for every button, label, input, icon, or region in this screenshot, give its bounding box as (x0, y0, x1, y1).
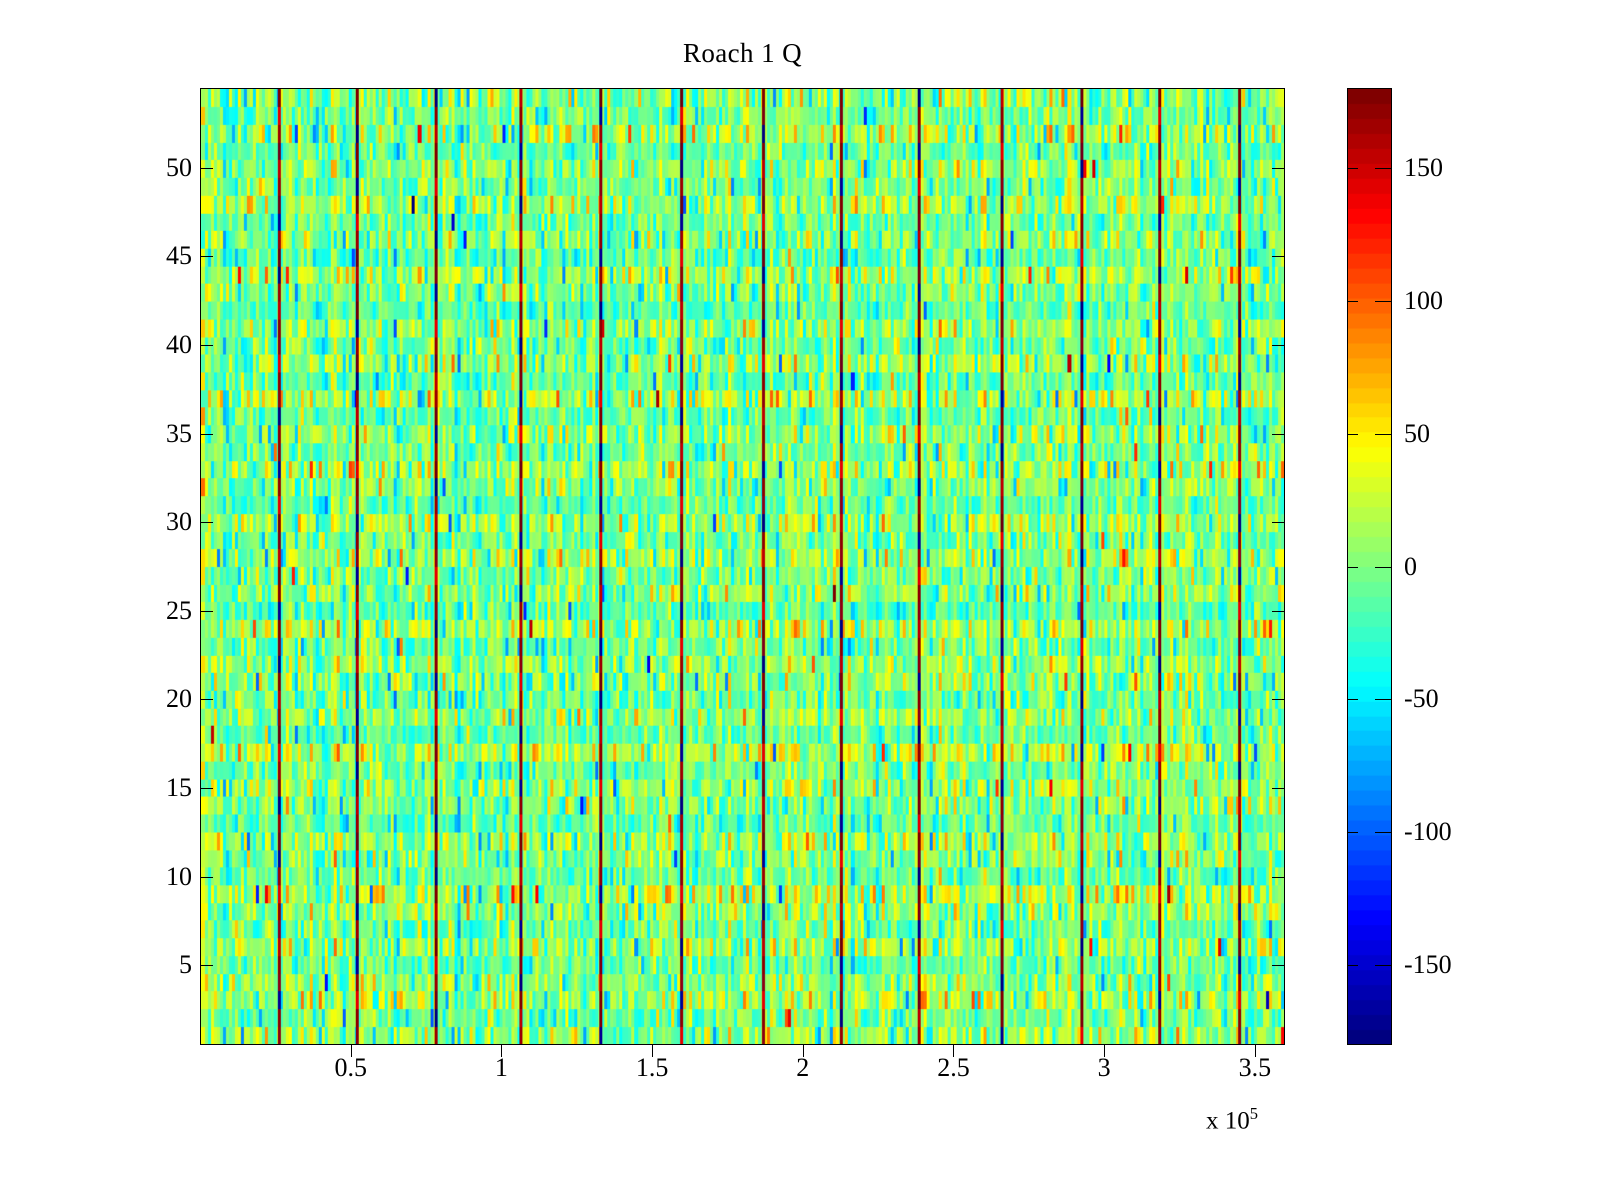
x-axis-tick-mark (1104, 1045, 1106, 1057)
y-axis-tick-label: 25 (166, 595, 192, 625)
x-axis-tick-label: 3 (1097, 1053, 1111, 1082)
colorbar-tick-mark-right (1375, 699, 1391, 701)
y-axis-tick-label: 40 (166, 329, 192, 359)
colorbar-tick-mark-right (1375, 566, 1391, 568)
y-axis-tick-mark-right (1272, 433, 1285, 435)
colorbar-tick-mark-right (1375, 167, 1391, 169)
colorbar-tick-label: -100 (1404, 817, 1452, 847)
y-axis-tick-mark-right (1272, 167, 1285, 169)
y-axis-tick-label: 15 (166, 773, 192, 803)
x-axis-multiplier-exponent: 5 (1249, 1104, 1258, 1123)
y-axis-tick-mark (200, 167, 213, 169)
y-axis-tick-label: 50 (166, 152, 192, 182)
colorbar-tick-mark-right (1375, 832, 1391, 834)
x-axis-tick-mark (1254, 1045, 1256, 1057)
x-axis-tick-mark (501, 1045, 503, 1057)
y-axis-tick-label: 10 (166, 861, 192, 891)
y-axis-tick-mark (200, 876, 213, 878)
y-axis-tick-mark (200, 610, 213, 612)
colorbar-tick-mark-left (1347, 566, 1358, 568)
heatmap-image (201, 89, 1284, 1044)
y-axis-tick-mark (200, 965, 213, 967)
y-axis-tick-mark-right (1272, 610, 1285, 612)
x-axis-tick-label: 0.5 (334, 1053, 367, 1082)
colorbar-tick-mark-left (1347, 433, 1358, 435)
x-axis-tick-label: 2 (796, 1053, 810, 1082)
x-axis-tick-mark (953, 1045, 955, 1057)
y-axis-tick-label: 20 (166, 684, 192, 714)
colorbar-tick-label: 0 (1404, 551, 1417, 581)
colorbar-tick-label: -150 (1404, 950, 1452, 980)
y-axis-tick-mark (200, 433, 213, 435)
y-axis-tick-mark (200, 256, 213, 258)
y-axis-tick-mark-right (1272, 965, 1285, 967)
y-axis-tick-label: 5 (179, 950, 192, 980)
x-axis-tick-label: 3.5 (1238, 1053, 1272, 1082)
y-axis-tick-mark-right (1272, 876, 1285, 878)
colorbar-tick-mark-left (1347, 965, 1358, 967)
x-axis-multiplier-prefix: x 10 (1206, 1107, 1250, 1135)
x-axis-tick-label: 2.5 (937, 1053, 970, 1082)
x-axis-tick-mark (802, 1045, 804, 1057)
y-axis-tick-mark-right (1272, 256, 1285, 258)
colorbar-tick-mark-left (1347, 832, 1358, 834)
y-axis-tick-mark (200, 699, 213, 701)
x-axis-tick-mark (350, 1045, 352, 1057)
heatmap-axes[interactable] (200, 88, 1285, 1045)
y-axis-tick-label: 35 (166, 418, 192, 448)
y-axis-tick-label: 45 (166, 241, 192, 271)
colorbar-tick-label: 100 (1404, 285, 1443, 315)
y-axis-tick-mark-right (1272, 522, 1285, 524)
y-axis-tick-mark (200, 788, 213, 790)
page-title: Roach 1 Q (682, 38, 803, 68)
y-axis-tick-mark-right (1272, 344, 1285, 346)
x-axis-tick-label: 1 (494, 1053, 508, 1082)
y-axis-tick-mark (200, 522, 213, 524)
colorbar-tick-label: -50 (1404, 684, 1439, 714)
colorbar-tick-label: 150 (1404, 152, 1443, 182)
colorbar-tick-mark-left (1347, 167, 1358, 169)
x-axis-multiplier: x 105 (1206, 1104, 1258, 1135)
y-axis-tick-mark-right (1272, 788, 1285, 790)
y-axis-tick-mark (200, 344, 213, 346)
x-axis-tick-label: 1.5 (635, 1053, 669, 1082)
colorbar-tick-mark-right (1375, 300, 1391, 302)
colorbar-tick-mark-left (1347, 300, 1358, 302)
colorbar-tick-mark-right (1375, 433, 1391, 435)
colorbar-tick-label: 50 (1404, 418, 1430, 448)
x-axis-tick-mark (652, 1045, 654, 1057)
y-axis-tick-label: 30 (166, 507, 192, 537)
y-axis-tick-mark-right (1272, 699, 1285, 701)
colorbar-tick-mark-left (1347, 699, 1358, 701)
colorbar-tick-mark-right (1375, 965, 1391, 967)
